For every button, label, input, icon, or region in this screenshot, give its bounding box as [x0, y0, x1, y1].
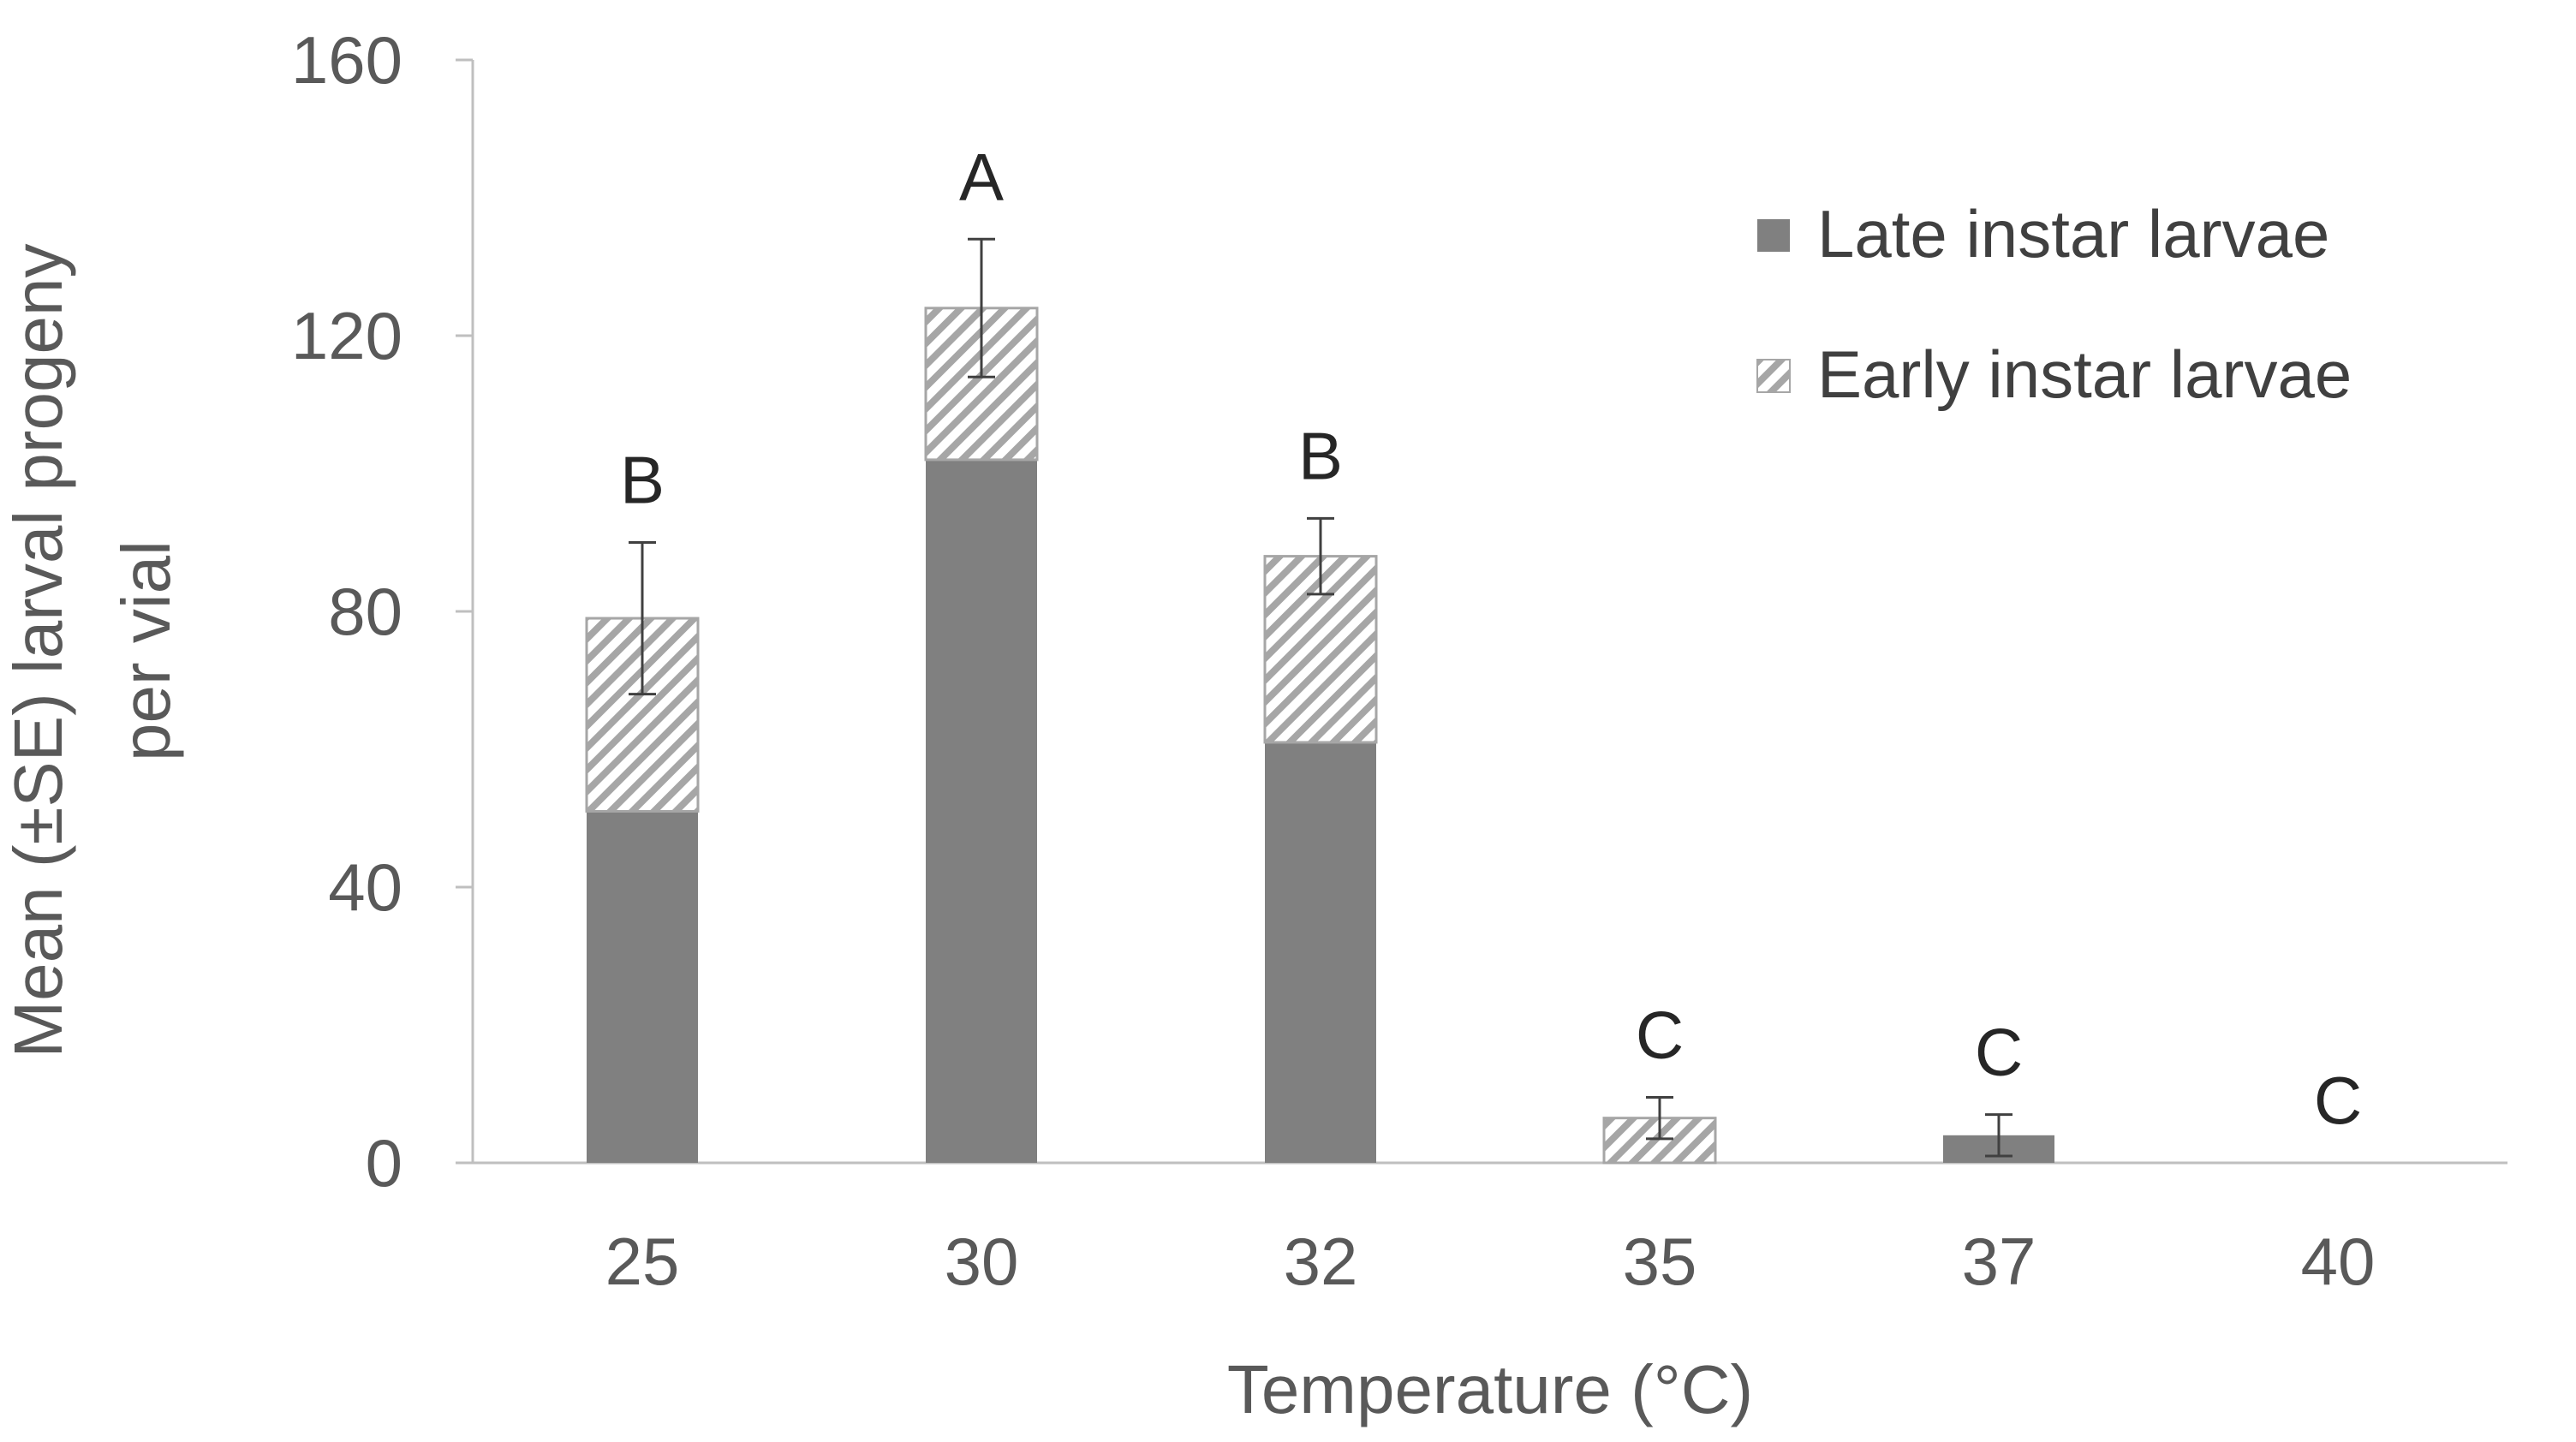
bar-late-instar — [926, 459, 1037, 1163]
error-bars — [629, 237, 2012, 1158]
bar-late-instar — [1265, 742, 1376, 1163]
legend-swatch-early-instar — [1756, 359, 1791, 393]
bar-early-instar — [1263, 555, 1378, 744]
bar-early-instar — [924, 307, 1039, 462]
y-tick-label: 160 — [291, 22, 402, 98]
significance-letter: B — [620, 443, 665, 518]
legend-label-early-instar: Early instar larvae — [1817, 337, 2352, 412]
x-tick-label: 32 — [1284, 1224, 1358, 1299]
significance-letter: C — [1636, 998, 1684, 1073]
significance-letter: B — [1298, 418, 1343, 493]
legend: Late instar larvae Early instar larvae — [1756, 196, 2352, 412]
y-tick-label: 80 — [328, 574, 402, 649]
y-axis-title: Mean (±SE) larval progeny per vial — [0, 244, 184, 1058]
significance-letters: B A B C C C — [620, 139, 2362, 1138]
x-axis-title: Temperature (°C) — [1227, 1351, 1753, 1427]
y-axis-title-line-1: Mean (±SE) larval progeny — [0, 244, 76, 1058]
y-axis-title-line-2: per vial — [108, 540, 184, 761]
x-tick-label: 30 — [945, 1224, 1019, 1299]
y-tick-label: 0 — [366, 1125, 402, 1201]
y-tick-label: 120 — [291, 298, 402, 373]
x-tick-label: 35 — [1623, 1224, 1697, 1299]
legend-label-late-instar: Late instar larvae — [1817, 196, 2329, 271]
significance-letter: C — [2314, 1063, 2362, 1138]
bar-late-instar — [587, 811, 698, 1163]
x-tick-label: 40 — [2301, 1224, 2376, 1299]
y-ticks: 0 40 80 120 160 — [291, 22, 473, 1201]
x-ticks: 25 30 32 35 37 40 — [605, 1224, 2376, 1299]
legend-swatch-late-instar — [1757, 219, 1790, 252]
x-tick-label: 37 — [1962, 1224, 2036, 1299]
significance-letter: A — [959, 139, 1004, 214]
y-tick-label: 40 — [328, 849, 402, 925]
significance-letter: C — [1975, 1015, 2023, 1090]
x-tick-label: 25 — [605, 1224, 680, 1299]
